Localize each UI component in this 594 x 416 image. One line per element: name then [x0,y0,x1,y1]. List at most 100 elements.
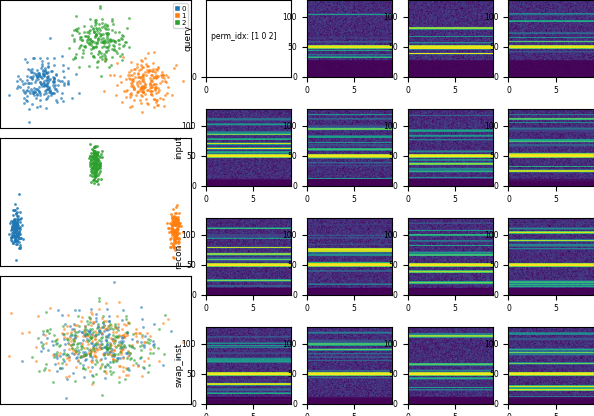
Point [44,366,53,373]
Point [87,161,96,168]
Point [12,219,22,225]
Point [92,156,102,163]
Point [87,153,97,159]
Point [64,312,73,319]
Point [97,52,107,59]
Point [105,344,115,350]
Point [134,67,143,73]
Point [93,151,102,158]
Point [85,334,94,340]
Point [14,227,23,234]
Point [98,39,108,46]
Point [97,360,107,367]
Point [69,36,79,42]
Point [49,332,59,338]
Point [76,33,86,40]
Point [12,231,21,238]
Point [172,228,181,235]
Point [102,32,112,39]
Point [96,175,105,182]
Point [89,344,99,351]
Point [44,85,53,92]
Point [174,243,184,250]
Point [105,349,115,356]
Point [163,83,173,90]
Point [72,27,82,34]
Point [45,87,54,93]
Point [80,353,89,359]
Point [42,77,51,83]
Point [65,372,74,379]
Point [91,173,100,180]
Point [41,104,50,111]
Point [89,153,98,159]
Point [89,155,98,162]
Point [10,206,20,213]
Point [86,153,95,159]
Point [92,64,102,70]
Point [101,326,110,332]
Point [12,223,21,230]
Point [171,204,181,211]
Point [17,222,27,229]
Point [40,366,49,373]
Point [40,82,50,88]
Point [170,246,179,253]
Point [71,53,80,60]
Point [90,17,100,23]
Point [175,222,184,228]
Point [109,347,118,353]
Point [84,40,94,46]
Point [59,322,68,329]
Point [11,201,20,208]
Point [11,219,21,226]
Point [173,217,183,223]
Point [65,322,74,329]
Point [83,317,92,324]
Point [137,66,146,72]
Point [13,222,23,228]
Point [91,31,101,37]
Point [9,240,18,246]
Point [91,159,100,166]
Point [91,317,101,324]
Point [153,88,163,95]
Point [15,231,24,238]
Point [144,340,153,347]
Point [116,73,125,80]
Point [172,219,181,226]
Point [86,335,96,342]
Point [137,84,146,91]
Point [175,234,184,241]
Point [173,220,182,226]
Point [11,211,21,218]
Point [71,54,80,61]
Point [10,221,20,228]
Point [88,326,97,333]
Point [151,73,160,80]
Point [102,21,112,28]
Point [14,225,24,231]
Point [47,337,56,344]
Point [34,89,44,95]
Point [118,367,127,374]
Point [15,75,25,82]
Point [108,326,118,333]
Point [25,329,34,336]
Point [91,332,101,338]
Point [89,168,98,175]
Point [17,357,27,364]
Point [86,319,95,325]
Point [9,206,18,213]
Point [112,355,122,362]
Point [20,99,29,106]
Point [46,92,56,99]
Point [87,348,96,355]
Point [59,80,68,87]
Point [11,223,20,229]
Point [169,236,179,243]
Point [11,227,21,234]
Point [73,351,83,358]
Point [96,73,106,79]
Point [99,343,108,350]
